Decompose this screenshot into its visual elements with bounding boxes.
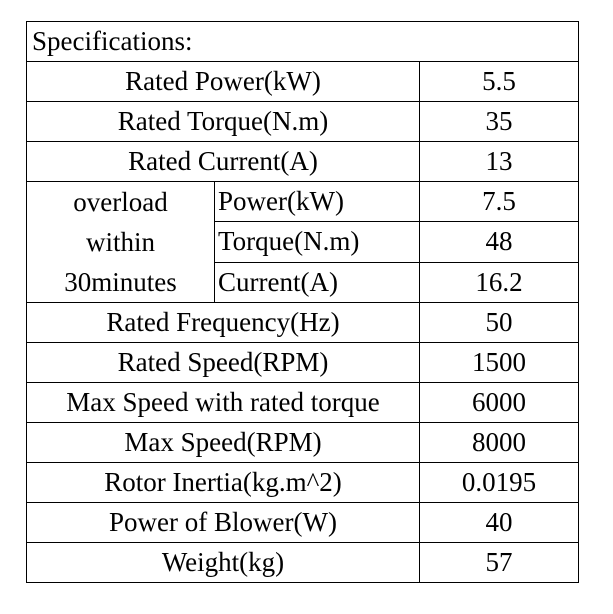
spec-value: 13 bbox=[418, 141, 580, 182]
spec-label: Max Speed(RPM) bbox=[26, 422, 420, 463]
spec-value: 35 bbox=[418, 101, 580, 142]
overload-sub-label: Power(kW) bbox=[214, 180, 420, 223]
spec-row-max-speed: Max Speed(RPM) 8000 bbox=[26, 422, 580, 463]
spec-value: 8000 bbox=[418, 422, 580, 463]
spec-row-rated-torque: Rated Torque(N.m) 35 bbox=[26, 101, 580, 142]
spec-value: 16.2 bbox=[418, 261, 580, 304]
spec-row-weight: Weight(kg) 57 bbox=[26, 542, 580, 583]
spec-row-blower-power: Power of Blower(W) 40 bbox=[26, 502, 580, 543]
spec-row-overload-current: Current(A) 16.2 bbox=[27, 261, 580, 304]
spec-row-rated-power: Rated Power(kW) 5.5 bbox=[26, 61, 580, 102]
table-title: Specifications: bbox=[25, 21, 580, 62]
spec-label: Weight(kg) bbox=[26, 542, 420, 583]
overload-label-line: within bbox=[85, 227, 155, 257]
spec-label: Rated Power(kW) bbox=[26, 61, 420, 102]
overload-label-line: overload bbox=[73, 187, 168, 217]
spec-label: Rated Frequency(Hz) bbox=[26, 302, 420, 343]
overload-sub-label: Current(A) bbox=[214, 261, 420, 304]
spec-label: Rated Current(A) bbox=[26, 141, 420, 182]
spec-label: Rotor Inertia(kg.m^2) bbox=[26, 462, 420, 503]
spec-value: 50 bbox=[418, 302, 580, 343]
spec-row-rated-speed: Rated Speed(RPM) 1500 bbox=[26, 342, 580, 383]
spec-value: 1500 bbox=[418, 342, 580, 383]
spec-label: Max Speed with rated torque bbox=[26, 382, 420, 423]
spec-row-rotor-inertia: Rotor Inertia(kg.m^2) 0.0195 bbox=[26, 462, 580, 503]
specifications-table: Specifications: Rated Power(kW) 5.5 Rate… bbox=[25, 21, 580, 583]
spec-row-overload-power: overload within 30minutes Power(kW) 7.5 bbox=[26, 180, 580, 303]
spec-value: 0.0195 bbox=[418, 462, 580, 503]
spec-value: 57 bbox=[418, 542, 580, 583]
spec-value: 7.5 bbox=[418, 180, 580, 223]
spec-label: Power of Blower(W) bbox=[26, 502, 420, 543]
spec-row-overload-torque: Torque(N.m) 48 bbox=[27, 221, 580, 263]
spec-value: 40 bbox=[418, 502, 580, 543]
spec-label: Rated Torque(N.m) bbox=[26, 101, 420, 142]
title-row: Specifications: bbox=[25, 21, 580, 62]
spec-value: 6000 bbox=[418, 382, 580, 423]
overload-sub-label: Torque(N.m) bbox=[214, 221, 420, 263]
spec-label: Rated Speed(RPM) bbox=[26, 342, 420, 383]
overload-group-label: overload within 30minutes bbox=[26, 181, 215, 303]
spec-row-rated-frequency: Rated Frequency(Hz) 50 bbox=[26, 302, 580, 343]
overload-label-line: 30minutes bbox=[64, 267, 177, 297]
spec-row-max-speed-rated-torque: Max Speed with rated torque 6000 bbox=[26, 382, 580, 423]
spec-value: 48 bbox=[418, 221, 580, 263]
spec-row-rated-current: Rated Current(A) 13 bbox=[26, 141, 580, 182]
spec-value: 5.5 bbox=[418, 61, 580, 102]
